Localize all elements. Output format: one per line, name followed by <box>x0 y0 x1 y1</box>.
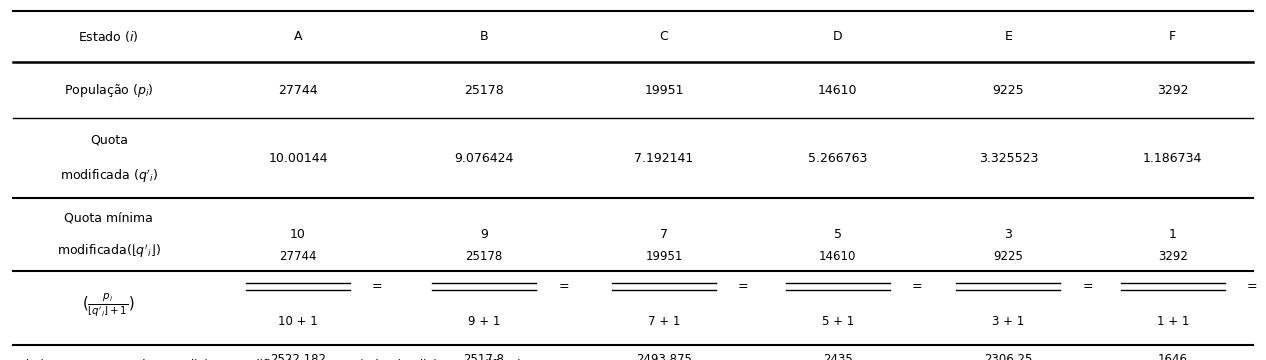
Text: 19951: 19951 <box>646 250 682 263</box>
Text: =: = <box>738 280 748 293</box>
Text: D: D <box>833 30 843 43</box>
Text: 7: 7 <box>660 228 668 241</box>
Text: 19951: 19951 <box>644 84 684 97</box>
Text: 7 + 1: 7 + 1 <box>648 315 680 328</box>
Text: 1: 1 <box>1169 228 1176 241</box>
Text: 27744: 27744 <box>280 250 316 263</box>
Text: 2435: 2435 <box>823 353 852 360</box>
Text: A: A <box>294 30 303 43</box>
Text: 25178: 25178 <box>465 84 504 97</box>
Text: 25178: 25178 <box>466 250 503 263</box>
Text: 9225: 9225 <box>994 250 1023 263</box>
Text: População ($p_i$): População ($p_i$) <box>65 82 153 99</box>
Text: 9225: 9225 <box>993 84 1024 97</box>
Text: tabela  13:  Procura  de  um  divisor  modificado  que  partindo  do  divisor  m: tabela 13: Procura de um divisor modific… <box>13 359 592 360</box>
Text: 1646: 1646 <box>1157 353 1188 360</box>
Text: 3: 3 <box>1004 228 1013 241</box>
Text: F: F <box>1169 30 1176 43</box>
Text: =: = <box>372 280 382 293</box>
Text: Quota: Quota <box>90 134 128 147</box>
Text: 1 + 1: 1 + 1 <box>1157 315 1189 328</box>
Text: =: = <box>912 280 923 293</box>
Text: Quota mínima: Quota mínima <box>65 211 153 224</box>
Text: 3292: 3292 <box>1157 84 1189 97</box>
Text: =: = <box>1082 280 1093 293</box>
Text: 3 + 1: 3 + 1 <box>993 315 1024 328</box>
Text: 10.00144: 10.00144 <box>268 152 328 165</box>
Text: ($\frac{p_i}{\lfloor q'_i \rfloor+1}$): ($\frac{p_i}{\lfloor q'_i \rfloor+1}$) <box>82 291 135 319</box>
Text: 27744: 27744 <box>279 84 318 97</box>
Text: 2522.182: 2522.182 <box>270 353 327 360</box>
Text: 3.325523: 3.325523 <box>979 152 1038 165</box>
Text: 2306.25: 2306.25 <box>984 353 1033 360</box>
Text: Estado ($i$): Estado ($i$) <box>78 29 139 44</box>
Text: 2517.8: 2517.8 <box>463 353 505 360</box>
Text: C: C <box>660 30 668 43</box>
Text: 5 + 1: 5 + 1 <box>822 315 853 328</box>
Text: 1.186734: 1.186734 <box>1143 152 1203 165</box>
Text: 9 + 1: 9 + 1 <box>468 315 500 328</box>
Text: =: = <box>558 280 568 293</box>
Text: modificada($\lfloor q'_i \rfloor$): modificada($\lfloor q'_i \rfloor$) <box>57 242 161 260</box>
Text: 10 + 1: 10 + 1 <box>279 315 318 328</box>
Text: 9: 9 <box>480 228 489 241</box>
Text: 14610: 14610 <box>818 84 857 97</box>
Text: 5: 5 <box>834 228 842 241</box>
Text: =: = <box>1247 280 1257 293</box>
Text: modificada ($q'_i$): modificada ($q'_i$) <box>60 168 158 185</box>
Text: 3292: 3292 <box>1158 250 1188 263</box>
Text: 10: 10 <box>290 228 306 241</box>
Text: 2493.875: 2493.875 <box>636 353 693 360</box>
Text: B: B <box>480 30 489 43</box>
Text: 7.192141: 7.192141 <box>634 152 694 165</box>
Text: 5.266763: 5.266763 <box>808 152 867 165</box>
Text: E: E <box>1004 30 1013 43</box>
Text: 9.076424: 9.076424 <box>454 152 514 165</box>
Text: 14610: 14610 <box>819 250 856 263</box>
